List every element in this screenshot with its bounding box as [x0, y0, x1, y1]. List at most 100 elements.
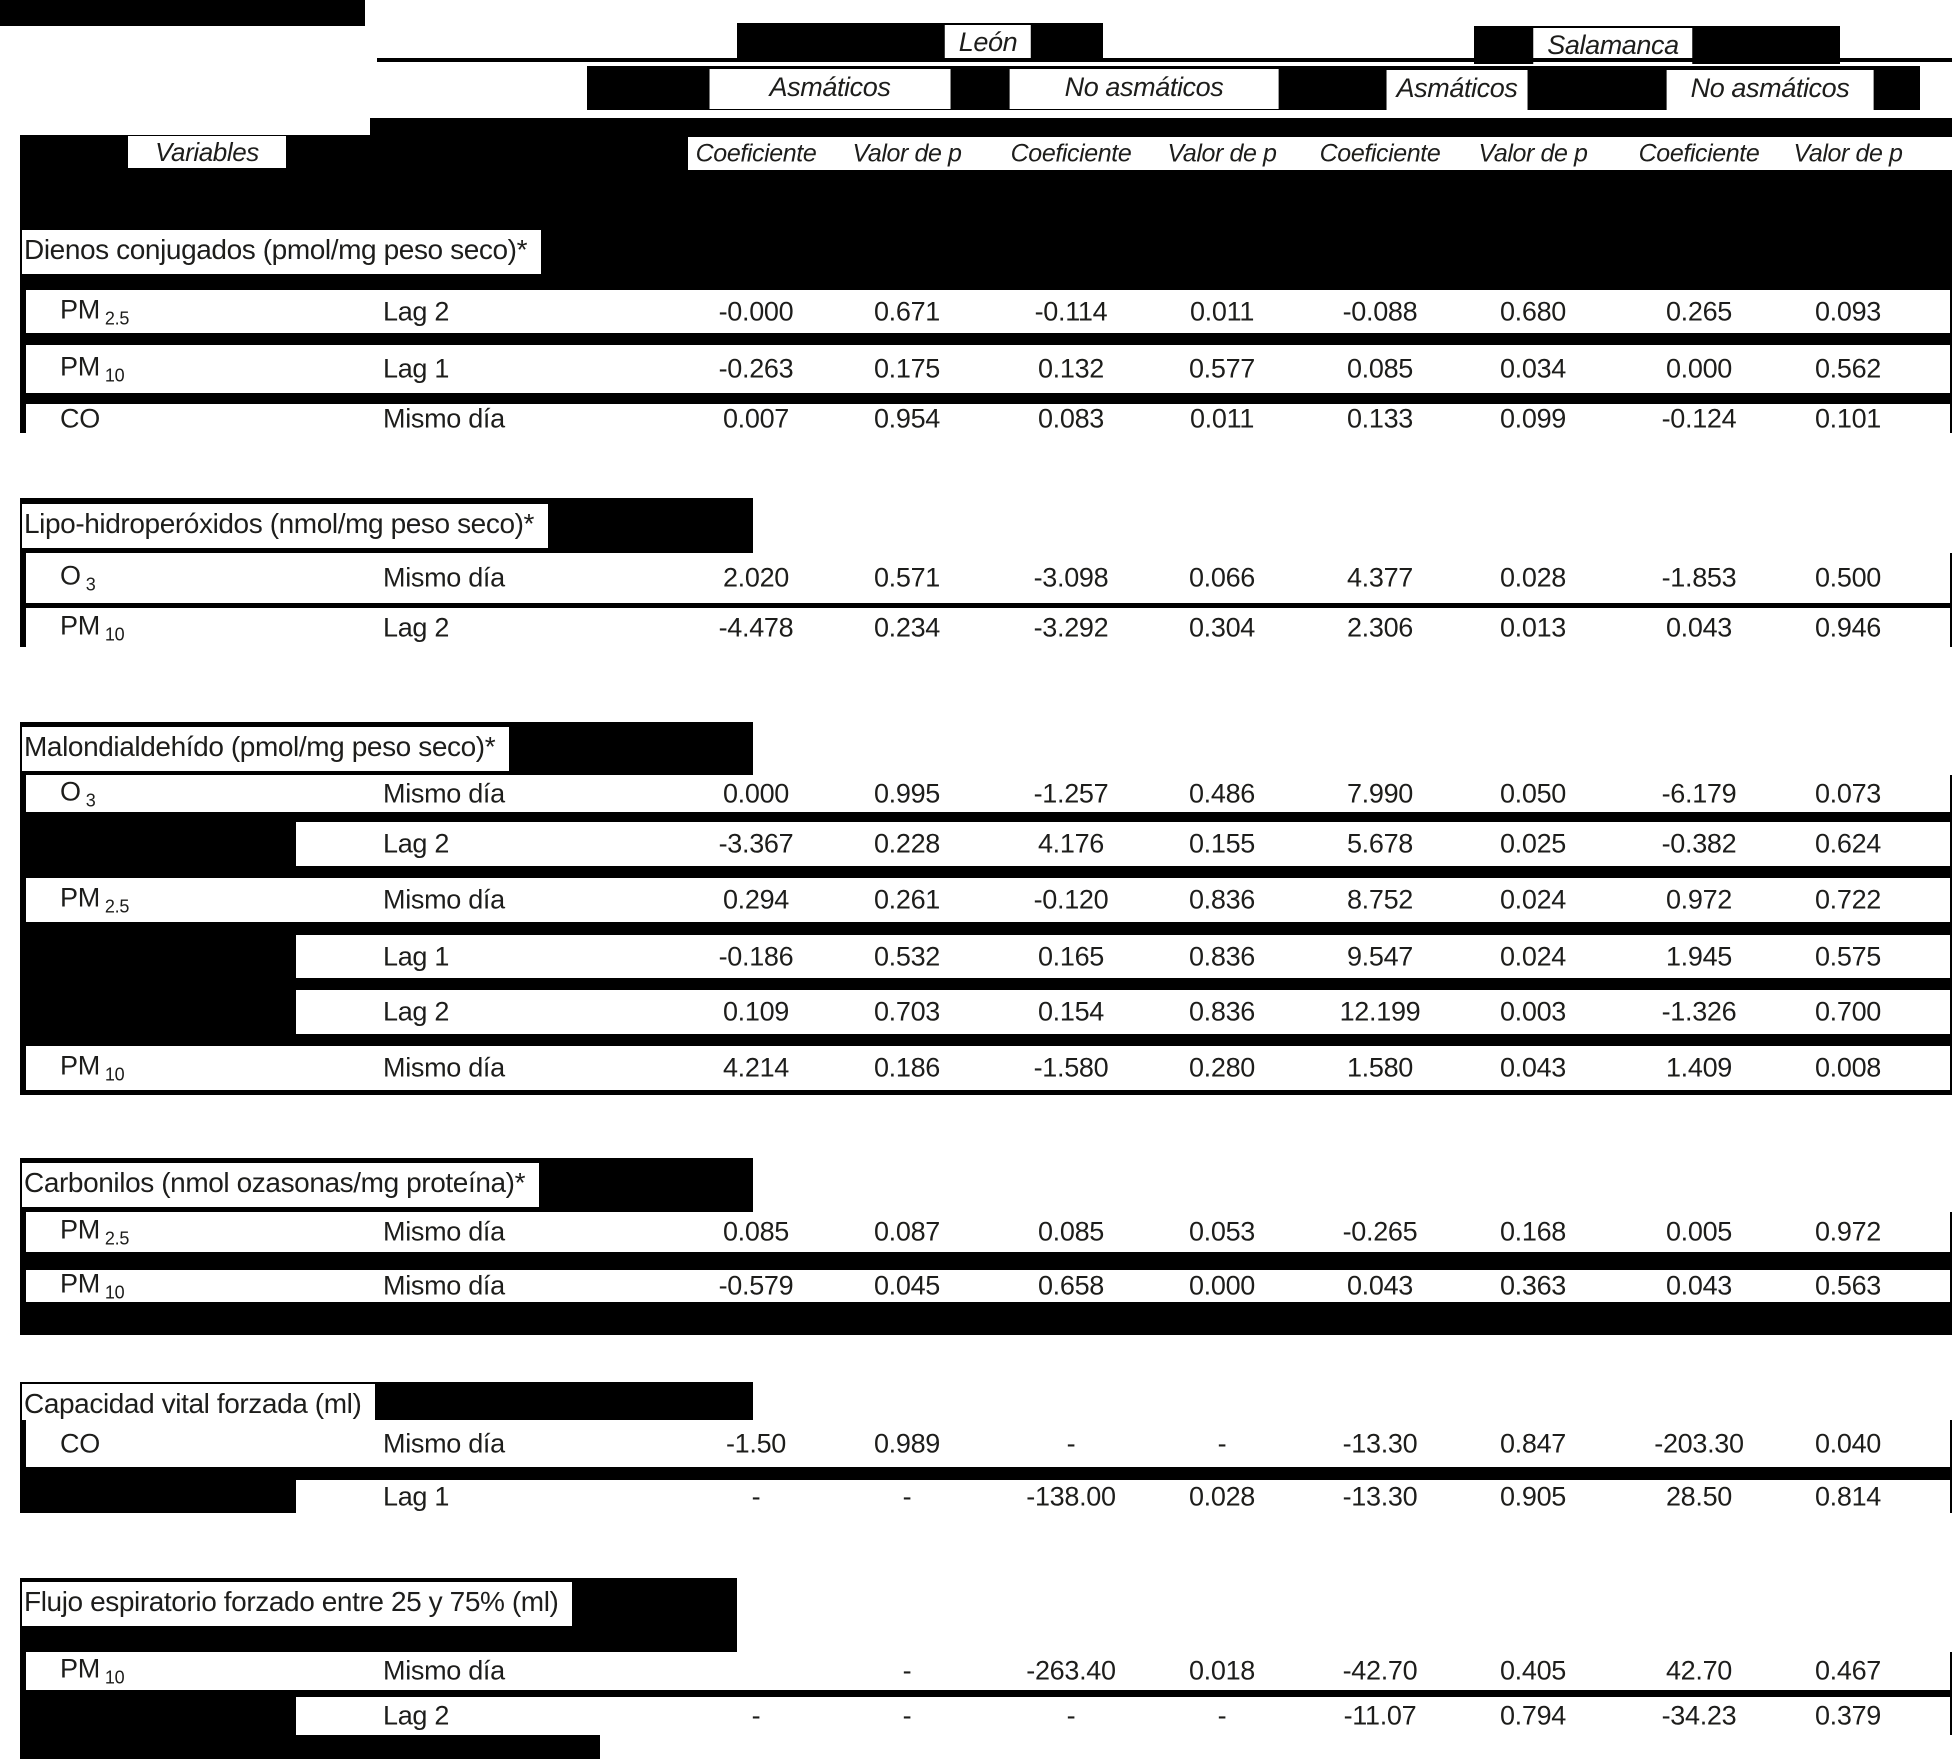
p-value-cell: 0.073 — [1814, 778, 1882, 808]
table-row: Lag 2 0.109 0.703 0.154 0.836 12.199 0.003 -1.3… — [296, 990, 1950, 1034]
table-row: PM 10 Mismo día -0.579 0.045 0.658 0.000 0.043 0… — [26, 1268, 1950, 1303]
section-title-knockout: Carbonilos (nmol ozasonas/mg proteína)* — [22, 1163, 540, 1207]
p-value-cell: 0.575 — [1814, 941, 1882, 971]
coefficient-cell: 0.133 — [1346, 403, 1414, 433]
lag-label: Mismo día — [383, 778, 505, 808]
lag-label: Mismo día — [383, 1428, 505, 1458]
variable-base: PM — [60, 609, 100, 640]
lag-label: Mismo día — [383, 884, 505, 915]
coefficient-cell: 0.000 — [722, 778, 790, 808]
p-value-cell: 0.304 — [1188, 612, 1256, 642]
coefficient-cell: -138.00 — [1026, 1481, 1116, 1511]
p-value-cell: 0.034 — [1499, 353, 1567, 384]
coefficient-cell: -13.30 — [1342, 1481, 1418, 1511]
variable-base: PM — [60, 351, 100, 382]
table-row: PM 2.5 Lag 2 -0.000 0.671 -0.114 0.011 -0.088 0.… — [26, 290, 1950, 333]
p-value-cell: 0.671 — [873, 296, 941, 326]
coefficient-cell: -4.478 — [718, 612, 794, 642]
lag-label: Mismo día — [383, 1216, 505, 1247]
coefficient-cell: - — [751, 1700, 761, 1731]
variable-subscript: 2.5 — [104, 308, 130, 329]
table-row: CO Mismo día -1.50 0.989 - - -13.30 0.847 -203.3… — [26, 1420, 1950, 1467]
p-value-cell: 0.794 — [1499, 1700, 1567, 1731]
variable-subscript: 10 — [104, 624, 125, 645]
table-row: Lag 2 -3.367 0.228 4.176 0.155 5.678 0.025 -0.3… — [296, 822, 1950, 866]
lag-label: Mismo día — [383, 1270, 505, 1301]
section-title-knockout: Malondialdehído (pmol/mg peso seco)* — [22, 727, 510, 771]
coefficient-cell: 4.214 — [722, 1052, 790, 1083]
coefficient-cell: -3.292 — [1033, 612, 1109, 642]
coefficient-cell: 0.294 — [722, 884, 790, 915]
p-value-cell: 0.946 — [1814, 612, 1882, 642]
coefficient-cell: -1.853 — [1661, 562, 1737, 593]
lag-label: Lag 1 — [383, 1481, 450, 1511]
p-value-cell: 0.577 — [1188, 353, 1256, 384]
column-headers-strip: Coeficiente Valor de p Coeficiente Valor de… — [688, 137, 1952, 170]
variable-base: PM — [60, 1214, 100, 1245]
p-value-cell: 0.018 — [1188, 1655, 1256, 1686]
column-header-valor-de-p: Valor de p — [852, 139, 962, 167]
coefficient-cell: 1.409 — [1665, 1052, 1733, 1083]
variable-subscript: 10 — [104, 1282, 125, 1303]
coefficient-cell: 0.083 — [1037, 403, 1105, 433]
p-value-cell: 0.040 — [1814, 1428, 1882, 1458]
p-value-cell: 0.050 — [1499, 778, 1567, 808]
table-row: Lag 1 -0.186 0.532 0.165 0.836 9.547 0.024 1.94… — [296, 935, 1950, 978]
p-value-cell: 0.700 — [1814, 996, 1882, 1027]
variable-subscript: 10 — [104, 365, 125, 386]
p-value-cell: 0.168 — [1499, 1216, 1567, 1247]
p-value-cell: 0.000 — [1188, 1270, 1256, 1301]
variable-subscript: 3 — [85, 574, 96, 595]
table-row: PM 10 Lag 1 -0.263 0.175 0.132 0.577 0.085 0.034… — [26, 345, 1950, 393]
lag-label: Lag 2 — [383, 612, 450, 642]
p-value-cell: 0.954 — [873, 403, 941, 433]
variable-label: PM 2.5 — [60, 882, 129, 917]
coefficient-cell: -0.579 — [718, 1270, 794, 1301]
column-header-coeficiente: Coeficiente — [1319, 139, 1441, 167]
coefficient-cell: 1.945 — [1665, 941, 1733, 971]
variable-label: PM 10 — [60, 351, 125, 386]
coefficient-cell: -0.265 — [1342, 1216, 1418, 1247]
coefficient-cell: -1.50 — [725, 1428, 787, 1458]
group-header-no-asmaticos-leon: No asmáticos — [1009, 69, 1279, 109]
coefficient-cell: -0.000 — [718, 296, 794, 326]
lag-label: Lag 1 — [383, 941, 450, 971]
variable-subscript: 10 — [104, 1667, 125, 1688]
p-value-cell: 0.363 — [1499, 1270, 1567, 1301]
column-header-valor-de-p: Valor de p — [1793, 139, 1903, 167]
p-value-cell: 0.486 — [1188, 778, 1256, 808]
p-value-cell: 0.234 — [873, 612, 941, 642]
coefficient-cell: -1.580 — [1033, 1052, 1109, 1083]
p-value-cell: 0.972 — [1814, 1216, 1882, 1247]
p-value-cell: 0.043 — [1499, 1052, 1567, 1083]
column-header-valor-de-p: Valor de p — [1478, 139, 1588, 167]
coefficient-cell: 4.377 — [1346, 562, 1414, 593]
variable-subscript: 10 — [104, 1064, 125, 1085]
variable-label: PM 2.5 — [60, 294, 129, 329]
lag-label: Lag 2 — [383, 996, 450, 1027]
coefficient-cell: - — [1066, 1700, 1076, 1731]
p-value-cell: - — [1217, 1700, 1227, 1731]
coefficient-cell: 5.678 — [1346, 828, 1414, 859]
section-title-knockout: Dienos conjugados (pmol/mg peso seco)* — [22, 230, 542, 274]
column-header-valor-de-p: Valor de p — [1167, 139, 1277, 167]
p-value-cell: 0.028 — [1188, 1481, 1256, 1511]
coefficient-cell: 0.265 — [1665, 296, 1733, 326]
variable-base: PM — [60, 1653, 100, 1684]
coefficient-cell: 0.005 — [1665, 1216, 1733, 1247]
p-value-cell: 0.011 — [1189, 296, 1255, 326]
p-value-cell: 0.563 — [1814, 1270, 1882, 1301]
variable-base: CO — [60, 403, 100, 433]
coefficient-cell: -34.23 — [1661, 1700, 1737, 1731]
p-value-cell: 0.703 — [873, 996, 941, 1027]
section-title: Carbonilos (nmol ozasonas/mg proteína)* — [24, 1167, 526, 1198]
variable-base: PM — [60, 293, 100, 324]
p-value-cell: 0.008 — [1814, 1052, 1882, 1083]
p-value-cell: 0.175 — [873, 353, 941, 384]
group-header-no-asmaticos-salamanca: No asmáticos — [1666, 70, 1874, 110]
coefficient-cell: -0.120 — [1033, 884, 1109, 915]
variable-base: PM — [60, 1268, 100, 1299]
